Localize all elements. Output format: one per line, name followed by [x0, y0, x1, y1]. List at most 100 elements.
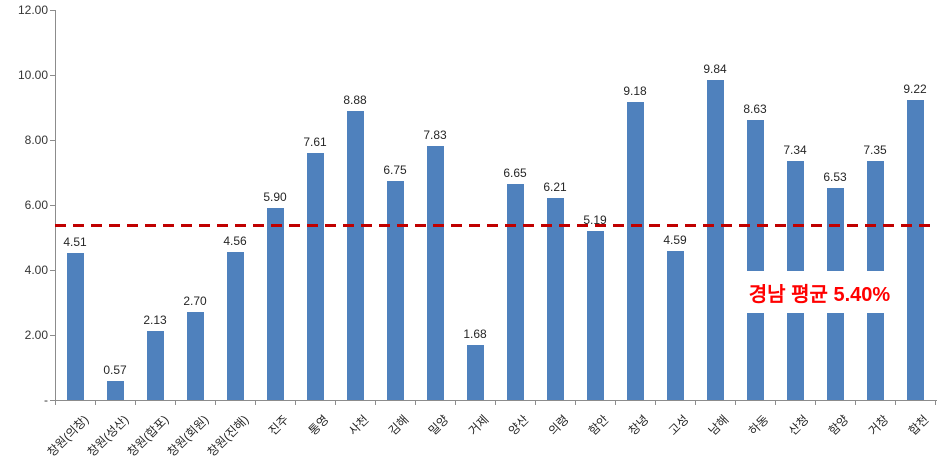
average-line	[55, 223, 937, 227]
bar	[226, 251, 244, 400]
x-axis-line	[51, 400, 937, 401]
y-axis-line	[55, 10, 56, 401]
bar	[506, 183, 524, 400]
category-label: 창원(진해)	[204, 412, 252, 460]
bar-value-label: 5.90	[263, 190, 287, 205]
category-label: 하동	[745, 412, 772, 438]
y-axis-tick-mark	[50, 270, 55, 271]
bar	[426, 145, 444, 400]
x-axis-tick-mark	[815, 401, 816, 405]
category-label: 함양	[825, 412, 852, 438]
x-axis-tick-mark	[135, 401, 136, 405]
bar-value-label: 4.59	[663, 232, 687, 247]
x-axis-tick-mark	[455, 401, 456, 405]
category-label: 통영	[305, 412, 332, 438]
x-axis-tick-mark	[255, 401, 256, 405]
y-axis-tick-label: 8.00	[24, 133, 48, 147]
bar	[586, 231, 604, 400]
bar	[266, 208, 284, 400]
bar-value-label: 4.56	[223, 233, 247, 248]
bar-value-label: 7.83	[423, 127, 447, 142]
bar-value-label: 0.57	[103, 363, 127, 378]
average-annotation-text: 경남 평균 5.40%	[748, 283, 891, 306]
category-label: 양산	[505, 412, 532, 438]
bar-value-label: 7.35	[863, 143, 887, 158]
x-axis-tick-mark	[335, 401, 336, 405]
category-label: 창원(회원)	[164, 412, 212, 460]
bar-value-label: 6.65	[503, 165, 527, 180]
bar-value-label: 6.53	[823, 169, 847, 184]
bar	[386, 180, 404, 400]
x-axis-tick-mark	[855, 401, 856, 405]
x-axis-tick-mark	[775, 401, 776, 405]
bar-value-label: 1.68	[463, 327, 487, 342]
bar-value-label: 7.61	[303, 134, 327, 149]
x-axis-tick-mark	[735, 401, 736, 405]
category-label: 거창	[865, 412, 892, 438]
y-axis-tick-mark	[50, 335, 55, 336]
category-label: 밀양	[425, 412, 452, 438]
bar	[666, 250, 684, 400]
x-axis-tick-mark	[215, 401, 216, 405]
category-label: 창원(의창)	[44, 412, 92, 460]
x-axis-tick-mark	[655, 401, 656, 405]
y-axis-tick-mark	[50, 75, 55, 76]
bar	[906, 100, 924, 400]
average-annotation: 경남 평균 5.40%	[738, 271, 901, 313]
bar	[626, 101, 644, 400]
bar	[186, 312, 204, 400]
category-label: 의령	[545, 412, 572, 438]
y-axis-tick-label: 4.00	[24, 263, 48, 277]
category-label: 산청	[785, 412, 812, 438]
bar-value-label: 7.34	[783, 143, 807, 158]
x-axis-tick-mark	[415, 401, 416, 405]
x-axis-tick-mark	[615, 401, 616, 405]
bar	[66, 253, 84, 400]
bar	[146, 330, 164, 400]
y-axis-tick-mark	[50, 400, 55, 401]
category-label: 김해	[385, 412, 412, 438]
bar	[746, 119, 764, 400]
category-label: 진주	[265, 412, 292, 438]
y-axis-tick-label: 6.00	[24, 198, 48, 212]
y-axis-tick-label: 10.00	[17, 68, 48, 82]
bar-value-label: 2.13	[143, 312, 167, 327]
x-axis-tick-mark	[375, 401, 376, 405]
y-axis-tick-label: -	[44, 393, 48, 407]
category-label: 창원(성산)	[84, 412, 132, 460]
bar-value-label: 9.22	[903, 82, 927, 97]
category-label: 사천	[345, 412, 372, 438]
x-axis-tick-mark	[695, 401, 696, 405]
category-label: 창원(합포)	[124, 412, 172, 460]
bar-value-label: 6.21	[543, 180, 567, 195]
bar	[346, 111, 364, 400]
x-axis-tick-mark	[935, 401, 936, 405]
bar	[306, 152, 324, 400]
bar-value-label: 2.70	[183, 294, 207, 309]
bar-value-label: 6.75	[383, 162, 407, 177]
y-axis-tick-mark	[50, 10, 55, 11]
x-axis-tick-mark	[95, 401, 96, 405]
bar-value-label: 4.51	[63, 235, 87, 250]
category-label: 창녕	[625, 412, 652, 438]
y-axis-tick-label: 2.00	[24, 328, 48, 342]
y-axis-tick-mark	[50, 140, 55, 141]
x-axis-tick-mark	[495, 401, 496, 405]
bar-value-label: 9.18	[623, 83, 647, 98]
category-label: 남해	[705, 412, 732, 438]
y-axis-tick-mark	[50, 205, 55, 206]
x-axis-tick-mark	[175, 401, 176, 405]
x-axis-tick-mark	[895, 401, 896, 405]
x-axis-tick-mark	[295, 401, 296, 405]
x-axis-tick-mark	[55, 401, 56, 405]
bar-value-label: 8.63	[743, 101, 767, 116]
x-axis-tick-mark	[575, 401, 576, 405]
category-label: 고성	[665, 412, 692, 438]
category-label: 합천	[905, 412, 932, 438]
y-axis-tick-label: 12.00	[17, 3, 48, 17]
x-axis-tick-mark	[535, 401, 536, 405]
bar	[466, 345, 484, 400]
bar	[706, 80, 724, 400]
bar	[546, 198, 564, 400]
